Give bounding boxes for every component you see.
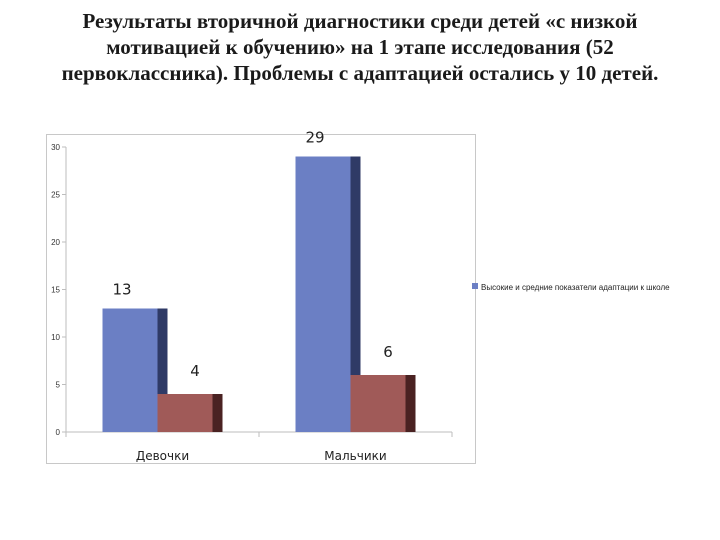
- bar: [102, 308, 158, 432]
- chart-legend: Высокие и средние показатели адаптации к…: [472, 282, 682, 293]
- data-label: 6: [383, 343, 393, 361]
- chart-frame: [46, 134, 476, 464]
- x-category-label: Девочки: [136, 449, 189, 463]
- slide-title: Результаты вторичной диагностики среди д…: [61, 9, 659, 85]
- data-label: 4: [190, 362, 200, 380]
- data-label: 13: [112, 281, 131, 299]
- legend-label: Высокие и средние показатели адаптации к…: [481, 283, 670, 292]
- y-tick-label: 20: [51, 238, 60, 247]
- legend-swatch: [472, 283, 478, 289]
- bar: [350, 375, 406, 432]
- data-label: 29: [305, 129, 324, 147]
- bar-side: [350, 156, 361, 432]
- y-tick-label: 15: [51, 286, 60, 295]
- y-tick-label: 25: [51, 191, 60, 200]
- bar-side: [157, 308, 168, 432]
- y-tick-label: 10: [51, 333, 60, 342]
- y-tick-label: 5: [56, 381, 61, 390]
- y-tick-label: 30: [51, 143, 60, 152]
- y-tick-label: 0: [56, 428, 61, 437]
- bar-side: [212, 394, 223, 432]
- x-category-label: Мальчики: [324, 449, 386, 463]
- bar: [157, 394, 213, 432]
- bar: [295, 156, 351, 432]
- bar-side: [405, 375, 416, 432]
